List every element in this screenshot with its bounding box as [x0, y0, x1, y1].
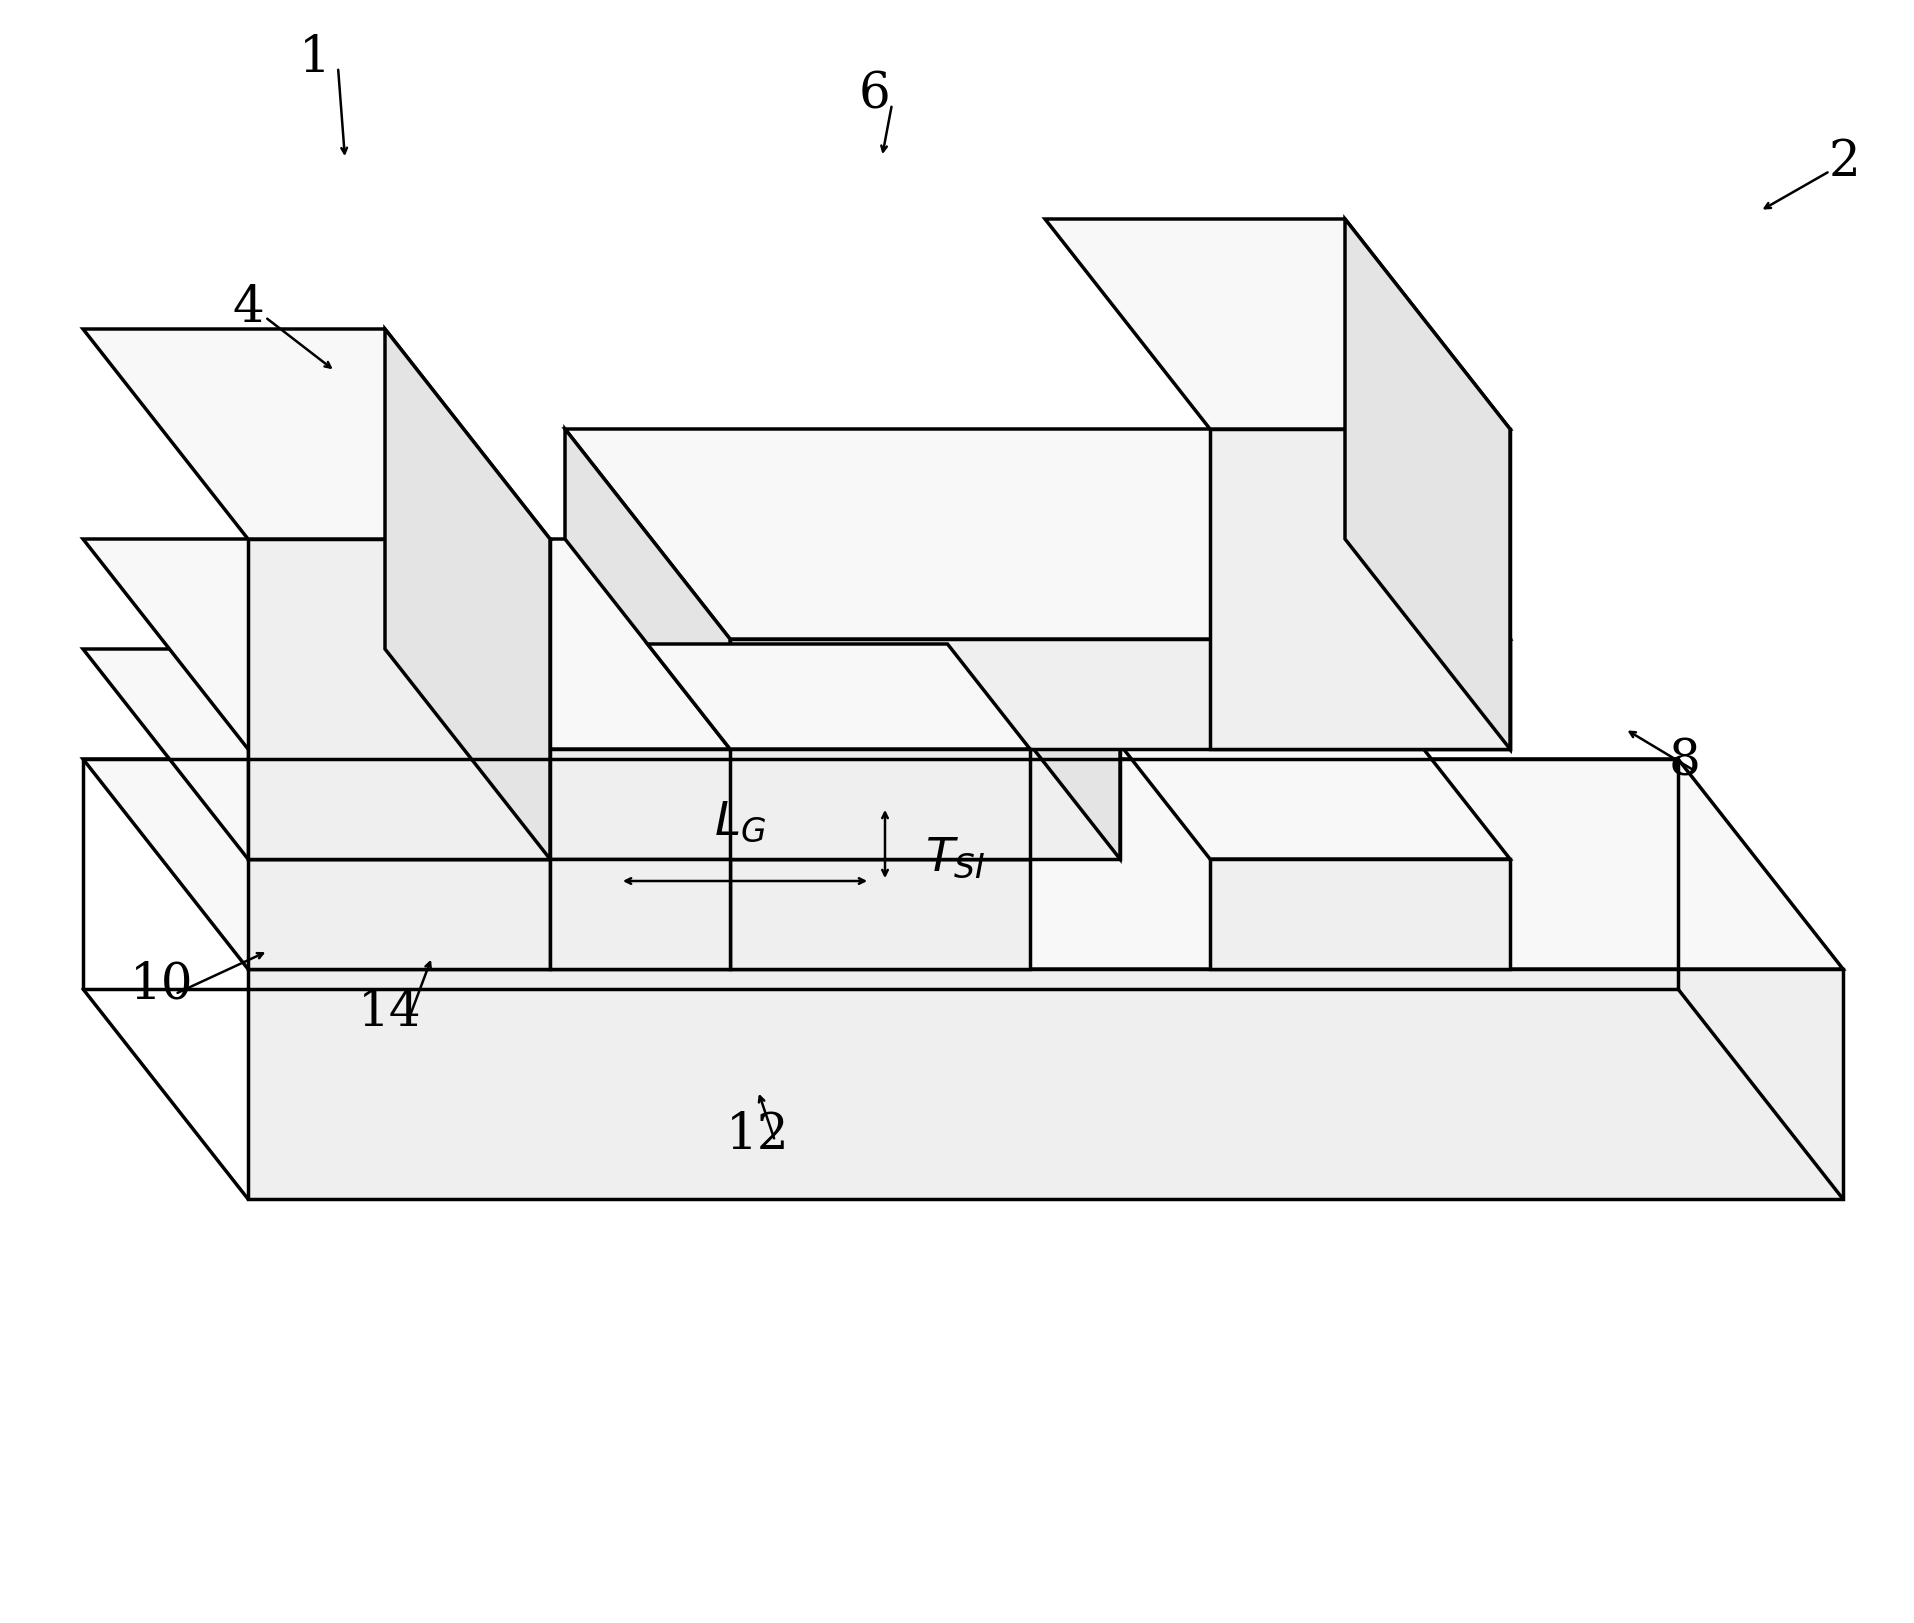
Text: 10: 10	[130, 959, 193, 1010]
Polygon shape	[549, 860, 729, 969]
Text: $T_{SI}$: $T_{SI}$	[924, 834, 986, 880]
Polygon shape	[729, 860, 1030, 969]
Polygon shape	[647, 644, 1030, 750]
Text: 2: 2	[1828, 138, 1860, 187]
Text: $L_G$: $L_G$	[714, 799, 766, 844]
Polygon shape	[249, 860, 549, 969]
Polygon shape	[249, 540, 549, 860]
Text: 14: 14	[358, 987, 421, 1035]
Polygon shape	[1045, 649, 1510, 860]
Text: 1: 1	[299, 32, 331, 83]
Text: 8: 8	[1669, 737, 1700, 786]
Polygon shape	[565, 430, 729, 750]
Polygon shape	[1210, 430, 1510, 750]
Polygon shape	[565, 430, 1510, 639]
Polygon shape	[1344, 430, 1510, 750]
Polygon shape	[955, 540, 1120, 860]
Polygon shape	[1344, 219, 1510, 750]
Polygon shape	[1210, 860, 1510, 969]
Polygon shape	[1045, 219, 1510, 430]
Polygon shape	[249, 969, 1841, 1199]
Text: 12: 12	[725, 1110, 789, 1159]
Polygon shape	[82, 649, 549, 860]
Polygon shape	[565, 649, 1030, 860]
Polygon shape	[82, 760, 1841, 969]
Text: 4: 4	[232, 282, 264, 333]
Polygon shape	[729, 750, 1030, 860]
Polygon shape	[82, 329, 549, 540]
Polygon shape	[249, 750, 1120, 860]
Polygon shape	[82, 540, 1120, 750]
Polygon shape	[385, 329, 549, 860]
Polygon shape	[729, 639, 1510, 750]
Text: 6: 6	[859, 70, 890, 120]
